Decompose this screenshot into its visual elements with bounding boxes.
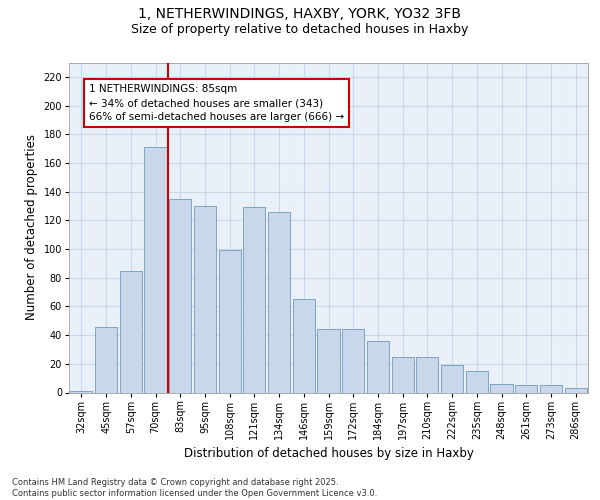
Bar — [540, 386, 562, 392]
Text: Contains HM Land Registry data © Crown copyright and database right 2025.
Contai: Contains HM Land Registry data © Crown c… — [12, 478, 377, 498]
Bar — [243, 208, 265, 392]
Bar — [565, 388, 587, 392]
X-axis label: Distribution of detached houses by size in Haxby: Distribution of detached houses by size … — [184, 448, 473, 460]
Text: 1, NETHERWINDINGS, HAXBY, YORK, YO32 3FB: 1, NETHERWINDINGS, HAXBY, YORK, YO32 3FB — [139, 8, 461, 22]
Bar — [441, 365, 463, 392]
Bar — [342, 330, 364, 392]
Bar — [392, 356, 414, 392]
Bar — [70, 391, 92, 392]
Bar — [169, 199, 191, 392]
Bar — [490, 384, 512, 392]
Bar — [367, 341, 389, 392]
Y-axis label: Number of detached properties: Number of detached properties — [25, 134, 38, 320]
Bar — [218, 250, 241, 392]
Bar — [317, 330, 340, 392]
Text: Size of property relative to detached houses in Haxby: Size of property relative to detached ho… — [131, 22, 469, 36]
Bar — [416, 356, 439, 392]
Bar — [119, 270, 142, 392]
Bar — [515, 386, 538, 392]
Bar — [268, 212, 290, 392]
Bar — [145, 147, 167, 392]
Bar — [194, 206, 216, 392]
Bar — [95, 326, 117, 392]
Text: 1 NETHERWINDINGS: 85sqm
← 34% of detached houses are smaller (343)
66% of semi-d: 1 NETHERWINDINGS: 85sqm ← 34% of detache… — [89, 84, 344, 122]
Bar — [466, 371, 488, 392]
Bar — [293, 299, 315, 392]
